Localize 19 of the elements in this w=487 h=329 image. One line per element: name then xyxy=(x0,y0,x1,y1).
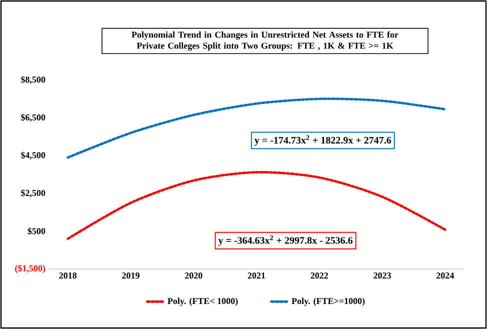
y-tick-label: $4,500 xyxy=(21,152,46,160)
line-series xyxy=(66,98,446,159)
y-tick-label: $500 xyxy=(28,228,46,235)
x-tick-label: 2022 xyxy=(310,272,328,279)
y-tick-label: $2,500 xyxy=(21,189,46,198)
x-tick-label: 2023 xyxy=(374,272,391,279)
legend-label: Poly. (FTE>=1000) xyxy=(292,298,365,306)
x-tick-label: 2018 xyxy=(59,272,77,279)
x-tick-label: 2024 xyxy=(436,272,454,279)
annotation: y = -174.73x$^{2}$ + 1822.9x + 2747.6 xyxy=(254,135,392,146)
chart-title: Polynomial Trend in Changes in Unrestricted Net Assets to FTE for Private Colleges Split into Two Groups: FTE , 1K & FTE >= 1K xyxy=(132,31,398,51)
x-tick-label: 2020 xyxy=(185,272,202,279)
x-tick-label: 2021 xyxy=(248,272,266,279)
y-tick-label: $8,500 xyxy=(21,76,46,84)
legend-label: Poly. (FTE< 1000) xyxy=(168,298,238,306)
annotation: y = -364.63x$^{2}$ + 2997.8x - 2536.6 xyxy=(218,235,353,246)
y-tick-label: $6,500 xyxy=(21,114,46,122)
x-tick-label: 2019 xyxy=(122,272,140,279)
y-tick-label: ($1,500) xyxy=(15,264,46,274)
